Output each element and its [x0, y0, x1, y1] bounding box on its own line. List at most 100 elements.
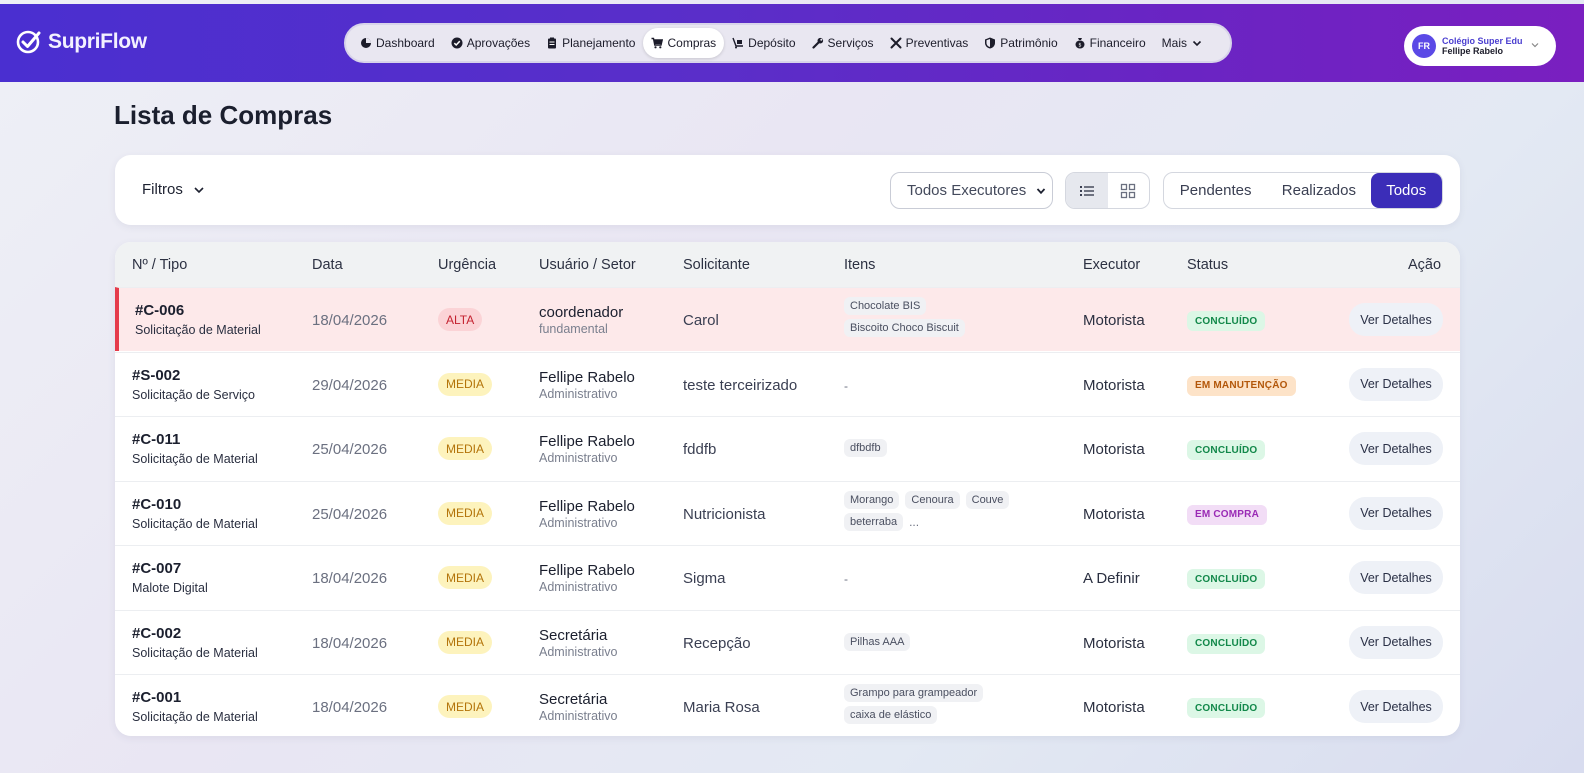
- table-row[interactable]: #S-002 Solicitação de Serviço 29/04/2026 ME…: [115, 351, 1460, 416]
- table-row[interactable]: #C-002 Solicitação de Material 18/04/2026 M…: [115, 609, 1460, 674]
- item-chip: Morango: [844, 490, 900, 509]
- nav-label: Aprovações: [466, 36, 531, 50]
- filters-label: Filtros: [142, 181, 183, 198]
- column-header-acao: Ação: [1408, 257, 1442, 273]
- column-header-usuario-setor[interactable]: Usuário / Setor: [539, 257, 636, 273]
- nav-item-planejamento[interactable]: Planejamento: [538, 28, 643, 58]
- chevron-down-icon: [194, 186, 204, 193]
- shield-icon: [985, 37, 996, 49]
- urgency-badge: MEDIA: [438, 372, 493, 396]
- check-shield-icon: [16, 30, 41, 54]
- urgency-badge: ALTA: [438, 308, 483, 331]
- purchases-table: Nº / Tipo Data Urgência Usuário / Setor …: [115, 242, 1460, 736]
- account-user: Fellipe Rabelo: [1442, 46, 1504, 56]
- brand-logo[interactable]: SupriFlow: [16, 29, 147, 55]
- nav-item-financeiro[interactable]: $ Financeiro: [1066, 28, 1154, 58]
- view-details-button[interactable]: Ver Detalhes: [1349, 496, 1443, 530]
- urgency-badge: MEDIA: [438, 630, 493, 654]
- urgency-badge: MEDIA: [438, 501, 493, 525]
- urgency-badge: MEDIA: [438, 437, 493, 460]
- column-header-executor[interactable]: Executor: [1083, 257, 1141, 273]
- request-code: #C-006: [135, 302, 185, 319]
- nav-label: Mais: [1161, 36, 1187, 50]
- user-name: Secretária: [539, 691, 608, 708]
- nav-label: Dashboard: [376, 36, 435, 50]
- empty-items-dash: -: [844, 572, 848, 586]
- executor-name: Motorista: [1083, 634, 1145, 652]
- column-header-num-tipo[interactable]: Nº / Tipo: [132, 257, 188, 273]
- request-date: 18/04/2026: [312, 699, 388, 716]
- user-name: coordenador: [539, 304, 624, 321]
- item-chip: Biscoito Choco Biscuit: [844, 319, 965, 337]
- requester-name: teste terceirizado: [683, 376, 798, 394]
- column-header-itens[interactable]: Itens: [844, 257, 876, 273]
- nav-item-servicos[interactable]: Serviços: [804, 28, 882, 58]
- request-code: #C-001: [132, 689, 182, 706]
- nav-item-dashboard[interactable]: Dashboard: [352, 28, 443, 58]
- brand-name: SupriFlow: [48, 30, 147, 53]
- request-date: 25/04/2026: [312, 441, 388, 458]
- request-type: Solicitação de Serviço: [132, 387, 255, 402]
- user-name: Fellipe Rabelo: [539, 433, 635, 450]
- user-name: Fellipe Rabelo: [539, 562, 635, 579]
- status-badge: CONCLUÍDO: [1187, 698, 1266, 718]
- request-type: Solicitação de Material: [135, 323, 261, 337]
- grid-icon: [1121, 183, 1136, 198]
- request-code: #C-011: [132, 431, 181, 448]
- table-row[interactable]: #C-007 Malote Digital 18/04/2026 MEDIA Felli…: [115, 545, 1460, 609]
- avatar: FR: [1412, 34, 1436, 58]
- list-icon: [1079, 185, 1094, 196]
- account-menu[interactable]: FR Colégio Super Edu Fellipe Rabelo: [1404, 26, 1556, 66]
- table-row[interactable]: #C-010 Solicitação de Material 25/04/2026 M…: [115, 480, 1460, 545]
- column-header-status[interactable]: Status: [1187, 257, 1229, 273]
- table-row[interactable]: #C-001 Solicitação de Material 18/04/2026 M…: [115, 674, 1460, 736]
- column-header-urgencia[interactable]: Urgência: [438, 257, 497, 273]
- segment-pendentes[interactable]: Pendentes: [1179, 182, 1252, 199]
- column-header-data[interactable]: Data: [312, 257, 343, 273]
- nav-label: Patrimônio: [1000, 36, 1058, 50]
- segment-realizados[interactable]: Realizados: [1281, 182, 1356, 199]
- request-type: Malote Digital: [132, 581, 208, 595]
- item-chip: Chocolate BIS: [844, 297, 927, 315]
- nav-item-patrimonio[interactable]: Patrimônio: [976, 28, 1065, 58]
- status-badge: CONCLUÍDO: [1187, 440, 1266, 460]
- chevron-down-icon: [1036, 188, 1046, 195]
- tools-icon: [890, 37, 902, 49]
- grid-view-button[interactable]: [1108, 173, 1150, 208]
- request-type: Solicitação de Material: [132, 516, 258, 531]
- request-code: #S-002: [132, 366, 181, 384]
- money-bag-icon: $: [1075, 38, 1085, 49]
- view-details-button[interactable]: Ver Detalhes: [1349, 625, 1443, 659]
- filters-toggle[interactable]: Filtros: [142, 181, 205, 198]
- user-sector: Administrativo: [539, 451, 618, 465]
- column-header-solicitante[interactable]: Solicitante: [683, 257, 750, 273]
- items-list: Grampo para grampeador caixa de elástico: [844, 684, 1034, 724]
- nav-item-mais[interactable]: Mais: [1154, 28, 1211, 58]
- nav-item-deposito[interactable]: Depósito: [724, 28, 803, 58]
- list-view-button[interactable]: [1066, 173, 1108, 208]
- view-details-button[interactable]: Ver Detalhes: [1349, 432, 1443, 465]
- nav-label: Depósito: [748, 36, 796, 50]
- executor-name: Motorista: [1083, 441, 1145, 458]
- view-details-button[interactable]: Ver Detalhes: [1349, 690, 1443, 723]
- view-details-button[interactable]: Ver Detalhes: [1349, 561, 1443, 594]
- view-details-button[interactable]: Ver Detalhes: [1349, 367, 1443, 401]
- table-row[interactable]: #C-006 Solicitação de Material 18/04/2026 A…: [115, 287, 1460, 351]
- nav-item-compras[interactable]: Compras: [643, 28, 725, 58]
- nav-label: Compras: [667, 36, 717, 50]
- cart-icon: [651, 37, 664, 49]
- clipboard-icon: [548, 37, 557, 49]
- executor-name: A Definir: [1083, 570, 1140, 587]
- nav-item-preventivas[interactable]: Preventivas: [882, 28, 977, 58]
- more-items-indicator: ...: [909, 514, 920, 529]
- table-row[interactable]: #C-011 Solicitação de Material 25/04/2026 M…: [115, 416, 1460, 480]
- nav-item-aprovacoes[interactable]: Aprovações: [443, 28, 538, 58]
- nav-label: Preventivas: [905, 36, 969, 50]
- segment-todos[interactable]: Todos: [1370, 173, 1442, 208]
- user-sector: Administrativo: [539, 386, 618, 401]
- executor-select[interactable]: Todos Executores: [890, 172, 1053, 209]
- view-details-button[interactable]: Ver Detalhes: [1349, 303, 1443, 336]
- status-segmented-control: Pendentes Realizados Todos: [1163, 172, 1443, 209]
- executor-select-value: Todos Executores: [907, 182, 1027, 199]
- urgency-badge: MEDIA: [438, 566, 493, 589]
